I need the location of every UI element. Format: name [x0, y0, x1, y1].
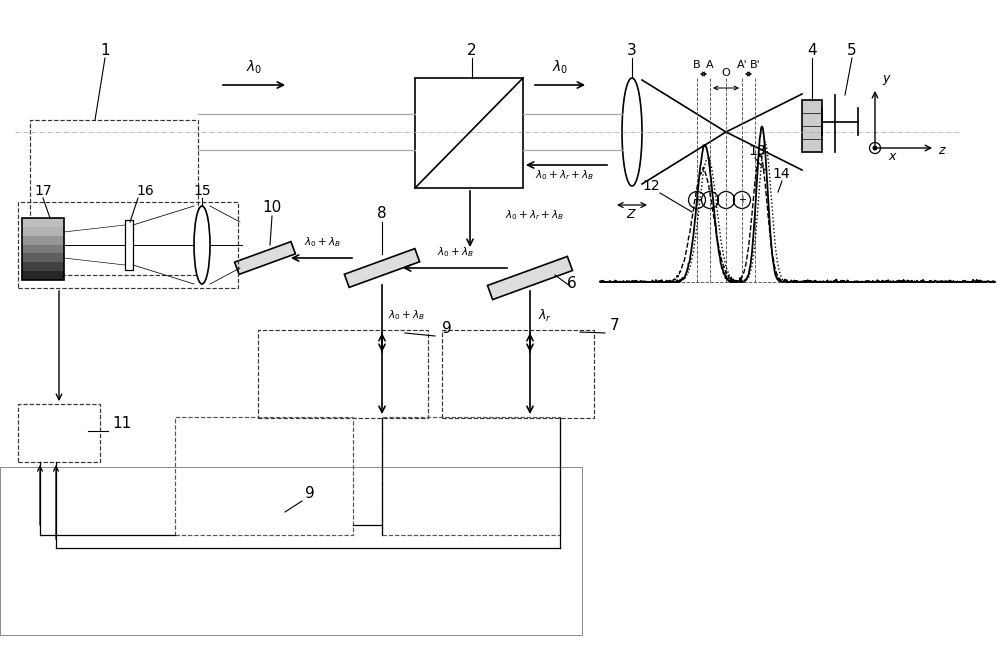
Polygon shape — [487, 257, 573, 300]
Ellipse shape — [622, 78, 642, 186]
Text: 8: 8 — [377, 206, 387, 221]
Bar — [125, 220, 133, 270]
Bar — [175, 417, 353, 535]
Text: O: O — [722, 68, 730, 78]
Bar — [22, 253, 64, 262]
Text: $\lambda_0+\lambda_r+\lambda_B$: $\lambda_0+\lambda_r+\lambda_B$ — [505, 208, 564, 222]
Text: 10: 10 — [262, 200, 282, 215]
Text: 13: 13 — [748, 144, 766, 158]
Bar — [22, 218, 64, 280]
Bar — [258, 330, 428, 418]
Bar — [442, 330, 594, 418]
Bar — [0, 467, 582, 635]
Text: 5: 5 — [847, 43, 857, 58]
Text: $\lambda_0+\lambda_B$: $\lambda_0+\lambda_B$ — [437, 245, 473, 259]
Text: $\lambda_0$: $\lambda_0$ — [246, 59, 262, 77]
Text: 2: 2 — [467, 43, 477, 58]
Text: 6: 6 — [567, 276, 577, 291]
Text: $z$: $z$ — [938, 143, 947, 156]
Text: 9: 9 — [305, 486, 315, 501]
Text: $\lambda_0$: $\lambda_0$ — [552, 59, 568, 77]
Text: 16: 16 — [136, 184, 154, 198]
Text: 1: 1 — [100, 43, 110, 58]
Ellipse shape — [194, 206, 210, 284]
Text: A': A' — [737, 60, 747, 70]
Bar — [18, 202, 238, 288]
Text: $\lambda_0+\lambda_B$: $\lambda_0+\lambda_B$ — [304, 235, 340, 249]
Bar — [22, 271, 64, 280]
Bar — [22, 245, 64, 253]
Text: $x$: $x$ — [888, 150, 898, 163]
Text: 7: 7 — [610, 318, 620, 333]
Polygon shape — [235, 242, 295, 275]
Text: 14: 14 — [772, 167, 790, 181]
Polygon shape — [344, 249, 420, 287]
Bar — [18, 404, 100, 462]
Text: +: + — [738, 195, 746, 205]
Text: 9: 9 — [442, 321, 452, 336]
Bar — [802, 100, 822, 152]
Text: 17: 17 — [34, 184, 52, 198]
Text: $Z$: $Z$ — [626, 208, 638, 221]
Text: B: B — [693, 60, 701, 70]
Text: $\lambda_r$: $\lambda_r$ — [538, 308, 552, 324]
Circle shape — [873, 147, 877, 150]
Bar — [22, 236, 64, 245]
Bar — [22, 218, 64, 227]
Bar — [415, 78, 523, 188]
Bar — [30, 120, 198, 275]
Text: 12: 12 — [642, 179, 660, 193]
Text: 3: 3 — [627, 43, 637, 58]
Text: 11: 11 — [112, 416, 131, 431]
Bar — [22, 227, 64, 236]
Text: A: A — [706, 60, 714, 70]
Bar — [22, 262, 64, 271]
Text: 15: 15 — [193, 184, 211, 198]
Text: $\lambda_0+\lambda_r+\lambda_B$: $\lambda_0+\lambda_r+\lambda_B$ — [535, 168, 595, 182]
Text: 4: 4 — [807, 43, 817, 58]
Bar — [382, 417, 560, 535]
Text: +: + — [693, 195, 701, 205]
Text: $y$: $y$ — [882, 73, 892, 87]
Text: B': B' — [750, 60, 760, 70]
Text: $\lambda_0+\lambda_B$: $\lambda_0+\lambda_B$ — [388, 308, 425, 322]
